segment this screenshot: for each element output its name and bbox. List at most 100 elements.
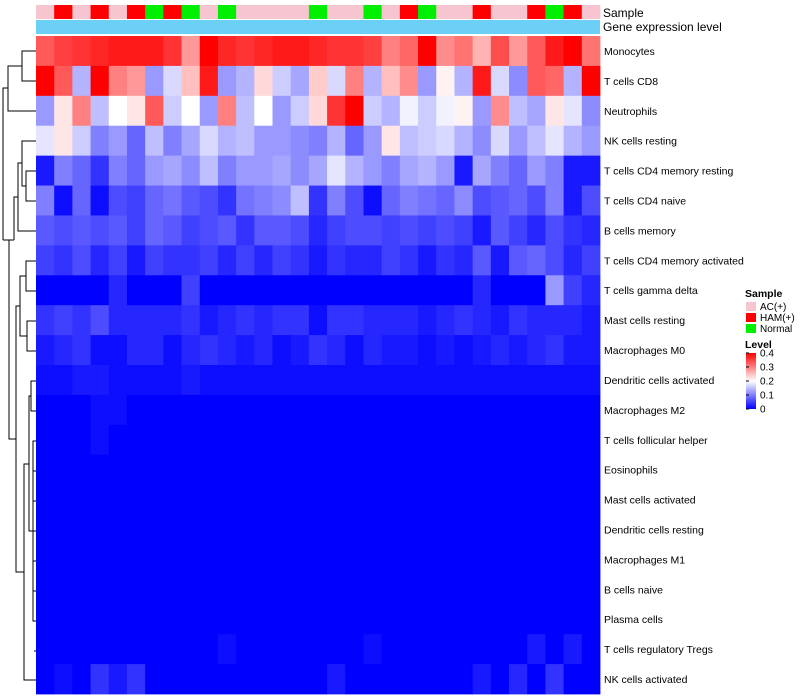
heatmap-cell [545,305,565,336]
heatmap-cell [108,305,128,336]
heatmap-cell [199,335,219,366]
heatmap-cell [145,155,164,186]
heatmap-cell [254,634,273,665]
heatmap-cell [272,335,292,366]
heatmap-cell [454,664,474,695]
heatmap-cell [236,484,255,515]
heatmap-cell [199,544,219,575]
heatmap-cell [236,574,255,605]
sample-annotation-cell [563,5,583,19]
heatmap-cell [36,335,55,366]
heatmap-cell [254,574,273,605]
heatmap-cell [290,125,310,157]
row-label: Dendritic cells activated [604,375,714,387]
heatmap-cell [90,36,110,67]
level-tick-label: 0.4 [760,349,774,360]
heatmap-cell [290,65,310,97]
heatmap-cell [418,664,437,695]
heatmap-cell [36,454,55,486]
heatmap-cell [454,275,474,306]
legend-label-normal: Normal [760,324,792,335]
heatmap-cell [327,215,346,246]
heatmap-cell [527,215,546,246]
heatmap-cell [90,634,110,665]
heatmap-cell [563,544,583,575]
heatmap-cell [418,65,437,97]
heatmap-cell [181,185,201,216]
heatmap-cell [90,275,110,306]
heatmap-cell [345,514,364,545]
heatmap-cell [418,155,437,186]
heatmap-cell [345,275,364,306]
heatmap-cell [199,305,219,336]
heatmap-cell [72,484,91,515]
row-label: Neutrophils [604,106,657,118]
heatmap-cell [54,574,73,605]
sample-annotation-cell [290,5,310,19]
heatmap-cell [145,664,164,695]
heatmap-cell [436,424,455,456]
heatmap-cell [54,604,73,635]
heatmap-cell [454,484,474,515]
heatmap-cell [545,185,565,216]
heatmap-cell [363,215,383,246]
heatmap-cell [472,275,492,306]
heatmap-cell [272,275,292,306]
heatmap-cell [272,305,292,336]
heatmap-cell [418,36,437,67]
row-label: Monocytes [604,46,655,58]
heatmap-cell [545,155,565,186]
heatmap-cell [509,95,528,127]
heatmap-cell [90,305,110,336]
heatmap-cell [509,664,528,695]
heatmap-cell [490,185,510,216]
heatmap-cell [436,65,455,97]
heatmap-cell [418,215,437,246]
heatmap-cell [163,424,182,456]
heatmap-cell [581,65,601,97]
heatmap-cell [454,424,474,456]
sample-annotation-cell [236,5,255,19]
heatmap-cell [72,544,91,575]
heatmap-cell [108,95,128,127]
heatmap-cell [236,365,255,396]
heatmap-cell [563,514,583,545]
heatmap-cell [308,484,328,515]
heatmap-cell [163,454,182,486]
heatmap-cell [327,604,346,635]
heatmap-cell [563,65,583,97]
heatmap-cell [563,275,583,306]
heatmap-cell [472,65,492,97]
heatmap-cell [126,514,146,545]
heatmap-cell [381,484,401,515]
sample-annotation-cell [327,5,346,19]
heatmap-cell [236,424,255,456]
heatmap-cell [381,215,401,246]
heatmap-cell [126,275,146,306]
row-label: Mast cells resting [604,315,685,327]
heatmap-cell [527,275,546,306]
heatmap-cell [272,36,292,67]
heatmap-cell [381,36,401,67]
heatmap-cell [345,155,364,186]
heatmap-cell [327,305,346,336]
heatmap-cell [545,664,565,695]
heatmap-cell [290,215,310,246]
heatmap-cell [36,65,55,97]
sample-annotation-track [36,5,601,19]
heatmap-cell [399,275,419,306]
heatmap-cell [363,424,383,456]
heatmap-cell [217,514,237,545]
heatmap-cell [581,604,601,635]
heatmap-cell [254,365,273,396]
heatmap-cell [454,454,474,486]
heatmap-cell [509,424,528,456]
heatmap-cell [308,155,328,186]
heatmap-cell [509,454,528,486]
heatmap-cell [290,634,310,665]
heatmap-cell [254,664,273,695]
heatmap-cell [545,574,565,605]
heatmap-cell [527,514,546,545]
heatmap-cell [181,335,201,366]
row-label: T cells CD8 [604,76,658,88]
